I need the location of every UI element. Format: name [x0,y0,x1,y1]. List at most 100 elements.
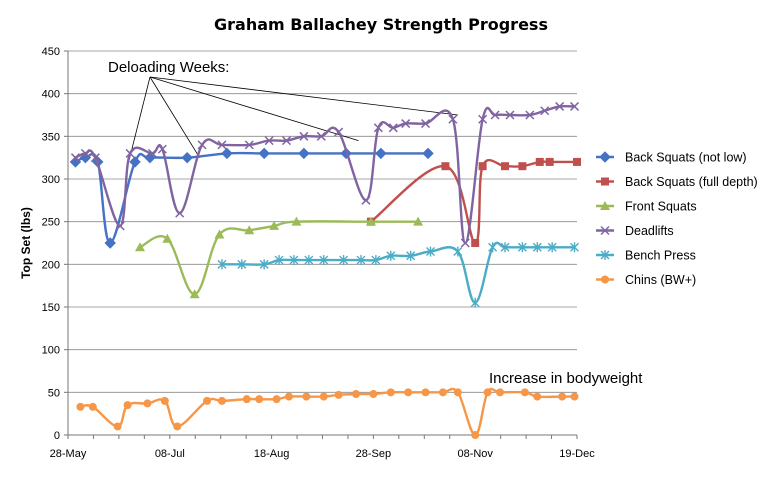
annotations: Deloading Weeks: Increase in bodyweight [108,59,643,387]
x-tick-label: 19-Dec [559,448,595,460]
y-tick-label: 200 [42,259,60,271]
data-point [406,250,416,261]
data-point [438,388,447,397]
y-axis-label: Top Set (lbs) [19,207,33,279]
legend-marker [600,225,610,236]
legend-marker [599,151,611,163]
data-point [217,259,227,270]
data-point [135,242,146,252]
data-point [547,242,557,253]
data-point [319,392,328,401]
data-point [104,237,116,249]
data-point [471,239,480,247]
data-point [123,401,132,410]
y-tick-label: 250 [42,217,60,229]
data-point [448,114,458,124]
y-tick-label: 0 [54,430,60,442]
data-point [441,162,450,171]
data-point [259,259,269,270]
data-point [214,229,225,239]
data-point [478,162,487,171]
annotation-bodyweight-increase: Increase in bodyweight [489,370,643,387]
data-point [264,136,274,146]
y-tick-label: 50 [48,387,60,399]
data-point [221,147,233,160]
data-point [453,388,462,397]
x-tick-label: 28-Sep [356,448,391,460]
legend-marker [601,177,609,186]
data-point [189,289,200,299]
x-tick-label: 18-Aug [254,448,289,460]
x-tick-label: 08-Nov [457,448,493,460]
data-point [80,148,90,158]
data-point [113,422,122,431]
data-point [533,392,542,401]
legend-item: Front Squats [596,200,697,214]
data-point [203,396,212,405]
annotation-pointer-line [149,76,359,141]
x-tick-label: 08-Jul [155,448,185,460]
data-point [471,431,480,439]
data-point [460,238,470,248]
data-point [401,119,411,129]
annotation-deloading-weeks: Deloading Weeks: [108,59,229,76]
legend-item: Back Squats (full depth) [596,175,758,189]
data-point [157,144,167,154]
y-tick-label: 400 [42,89,60,101]
data-point [388,123,398,133]
data-point [422,147,434,160]
legend-label: Bench Press [625,249,696,263]
data-point [386,250,396,261]
legend-item: Deadlifts [596,224,674,238]
data-point [160,396,169,405]
legend-label: Chins (BW+) [625,273,696,287]
data-point [413,216,424,226]
series-line [221,241,575,304]
data-point [505,110,515,120]
data-point [500,242,510,253]
data-point [274,255,284,266]
data-point [217,396,226,405]
data-point [545,157,554,166]
data-point [115,221,125,231]
data-point [90,153,100,163]
data-point [302,392,311,401]
y-tick-label: 300 [42,174,60,186]
series-bench-press [217,241,580,308]
data-point [569,101,580,111]
legend-label: Back Squats (full depth) [625,175,758,189]
chart-title: Graham Ballachey Strength Progress [214,15,548,34]
series-chins-bw [76,387,579,439]
data-point [421,388,430,397]
legend-item: Bench Press [596,249,696,263]
data-point [304,255,314,266]
data-point [272,395,281,404]
data-point [181,151,193,164]
data-point [258,147,270,160]
y-tick-label: 450 [42,46,60,58]
data-point [558,392,567,401]
legend-item: Back Squats (not low) [596,151,747,165]
data-point [143,399,152,408]
data-point [369,390,378,399]
data-point [129,156,141,168]
data-point [532,242,542,253]
data-point [76,402,85,411]
data-point [496,388,505,397]
series-front-squats [135,216,424,299]
data-point [490,110,500,120]
data-point [570,242,580,253]
data-point [147,148,157,158]
y-tick-label: 150 [42,302,60,314]
x-tick-label: 28-May [50,448,87,460]
legend-label: Deadlifts [625,224,674,238]
legend-label: Back Squats (not low) [625,151,747,165]
data-point [365,216,376,226]
legend-marker [601,275,609,284]
data-point [242,395,251,404]
data-point [334,127,344,137]
data-point [319,255,329,266]
y-tick-label: 100 [42,345,60,357]
y-tick-label: 350 [42,131,60,143]
